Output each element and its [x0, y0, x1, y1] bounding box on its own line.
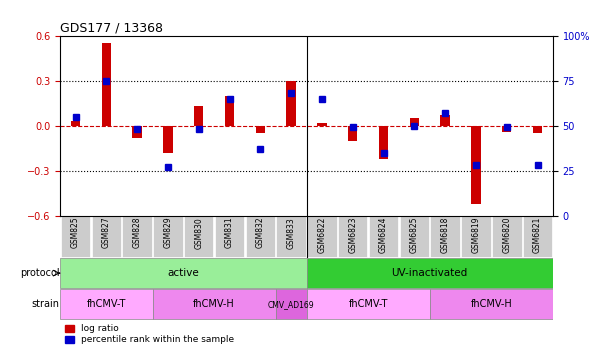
Bar — [502, 126, 511, 132]
Text: GSM832: GSM832 — [256, 217, 265, 248]
FancyBboxPatch shape — [123, 216, 152, 257]
Text: GSM6820: GSM6820 — [502, 217, 511, 253]
Bar — [132, 126, 142, 137]
FancyBboxPatch shape — [153, 216, 183, 257]
Text: fhCMV-T: fhCMV-T — [87, 299, 126, 309]
Text: GSM827: GSM827 — [102, 217, 111, 248]
Bar — [194, 106, 203, 126]
Bar — [317, 123, 326, 126]
FancyBboxPatch shape — [492, 216, 522, 257]
FancyBboxPatch shape — [400, 216, 429, 257]
Text: GSM6819: GSM6819 — [471, 217, 480, 253]
Bar — [441, 115, 450, 126]
Bar — [379, 126, 388, 159]
Bar — [163, 126, 172, 152]
Text: fhCMV-H: fhCMV-H — [194, 299, 235, 309]
FancyBboxPatch shape — [91, 216, 121, 257]
FancyBboxPatch shape — [338, 216, 367, 257]
FancyBboxPatch shape — [369, 216, 398, 257]
Bar — [471, 126, 481, 203]
FancyBboxPatch shape — [153, 289, 276, 319]
Text: strain: strain — [31, 299, 59, 309]
FancyBboxPatch shape — [61, 216, 90, 257]
FancyBboxPatch shape — [276, 289, 307, 319]
FancyBboxPatch shape — [60, 258, 307, 288]
Text: protocol: protocol — [20, 268, 59, 278]
Text: active: active — [168, 268, 199, 278]
Bar — [102, 43, 111, 126]
FancyBboxPatch shape — [307, 258, 553, 288]
Bar — [533, 126, 542, 133]
Text: fhCMV-H: fhCMV-H — [471, 299, 512, 309]
Text: GDS177 / 13368: GDS177 / 13368 — [60, 21, 163, 35]
Text: UV-inactivated: UV-inactivated — [392, 268, 468, 278]
Bar — [255, 126, 265, 133]
Bar — [225, 96, 234, 126]
Legend: log ratio, percentile rank within the sample: log ratio, percentile rank within the sa… — [65, 325, 234, 344]
FancyBboxPatch shape — [430, 216, 460, 257]
Text: GSM6824: GSM6824 — [379, 217, 388, 253]
Text: GSM825: GSM825 — [71, 217, 80, 248]
Text: fhCMV-T: fhCMV-T — [349, 299, 388, 309]
FancyBboxPatch shape — [307, 289, 430, 319]
Bar — [348, 126, 358, 141]
Text: GSM6822: GSM6822 — [317, 217, 326, 253]
FancyBboxPatch shape — [461, 216, 490, 257]
Text: GSM828: GSM828 — [133, 217, 142, 248]
Text: GSM6823: GSM6823 — [348, 217, 357, 253]
Text: CMV_AD169: CMV_AD169 — [268, 300, 314, 309]
FancyBboxPatch shape — [246, 216, 275, 257]
Bar — [71, 121, 80, 126]
FancyBboxPatch shape — [184, 216, 213, 257]
Text: GSM830: GSM830 — [194, 217, 203, 248]
FancyBboxPatch shape — [430, 289, 553, 319]
Text: GSM829: GSM829 — [163, 217, 172, 248]
Text: GSM833: GSM833 — [287, 217, 296, 248]
Bar — [410, 118, 419, 126]
FancyBboxPatch shape — [276, 216, 306, 257]
Bar — [287, 81, 296, 126]
FancyBboxPatch shape — [307, 216, 337, 257]
FancyBboxPatch shape — [523, 216, 552, 257]
FancyBboxPatch shape — [60, 289, 153, 319]
Text: GSM831: GSM831 — [225, 217, 234, 248]
Text: GSM6821: GSM6821 — [533, 217, 542, 253]
Text: GSM6818: GSM6818 — [441, 217, 450, 253]
Text: GSM6825: GSM6825 — [410, 217, 419, 253]
FancyBboxPatch shape — [215, 216, 244, 257]
